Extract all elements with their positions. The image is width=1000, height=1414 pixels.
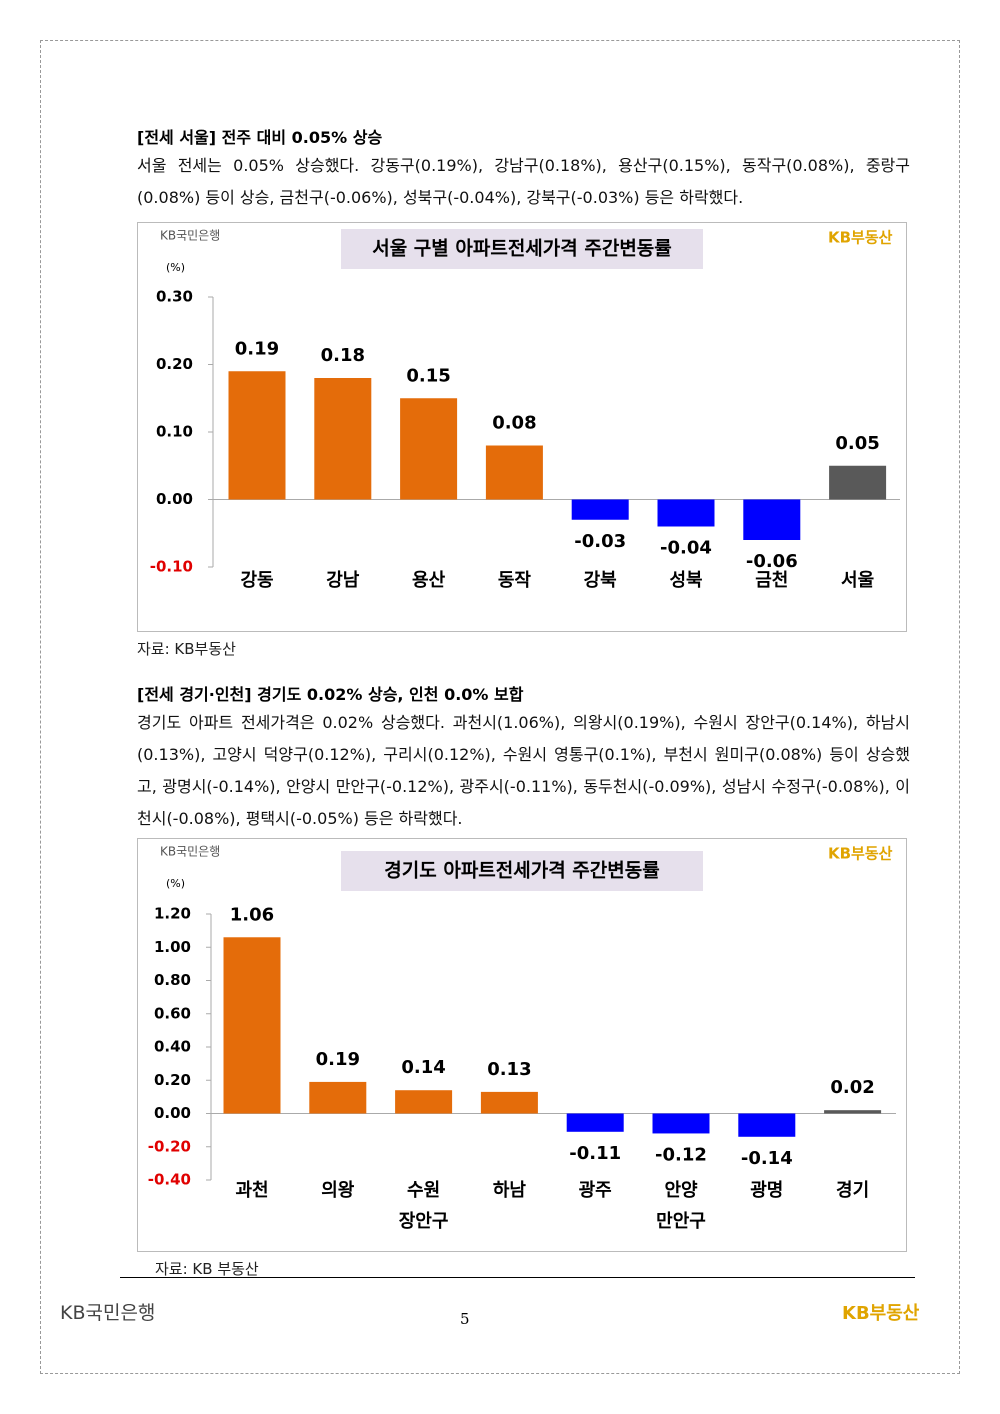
- y-tick-label: 0.00: [156, 490, 193, 508]
- y-tick-label: 1.00: [154, 938, 191, 956]
- bar: [223, 937, 281, 1114]
- y-tick-label: 0.30: [156, 288, 193, 306]
- bar: [566, 1113, 624, 1132]
- footer-brand: KB국민은행: [60, 1302, 156, 1324]
- y-unit: (%): [166, 877, 185, 890]
- x-tick-label: 강남: [326, 570, 360, 591]
- y-tick-label: 0.80: [154, 971, 191, 989]
- x-tick-label: 안양 만안구: [656, 1180, 706, 1232]
- y-tick-label: -0.10: [150, 558, 193, 576]
- value-label: 1.06: [230, 904, 274, 925]
- bar: [309, 1081, 367, 1114]
- brand: KB부동산: [828, 845, 893, 863]
- page-number: 5: [460, 1310, 470, 1328]
- x-tick-label: 성북: [669, 570, 703, 591]
- y-tick-label: 0.20: [154, 1071, 191, 1089]
- value-label: 0.15: [406, 365, 450, 386]
- x-tick-label: 서울: [841, 570, 875, 591]
- bar: [824, 1110, 882, 1114]
- bar: [571, 499, 629, 520]
- y-tick-label: 0.00: [154, 1104, 191, 1122]
- y-tick-label: -0.20: [148, 1137, 191, 1155]
- paragraph: 경기도 아파트 전세가격은 0.02% 상승했다. 과천시(1.06%), 의왕…: [137, 713, 910, 828]
- y-tick-label: 0.40: [154, 1038, 191, 1056]
- x-tick-label: 강북: [583, 570, 617, 591]
- footer-brand: KB부동산: [842, 1303, 920, 1324]
- x-tick-label: 수원 장안구: [398, 1180, 449, 1232]
- value-label: 0.05: [835, 433, 879, 454]
- value-label: 0.08: [492, 413, 536, 434]
- y-unit: (%): [166, 261, 185, 274]
- x-tick-label: 금천: [755, 570, 789, 591]
- x-tick-label: 경기: [836, 1180, 870, 1201]
- value-label: 0.14: [401, 1057, 445, 1078]
- bar: [480, 1091, 538, 1114]
- value-label: -0.04: [660, 538, 712, 559]
- value-label: 0.18: [321, 345, 365, 366]
- x-tick-label: 하남: [492, 1180, 526, 1201]
- source: 자료: KB 부동산: [155, 1260, 259, 1278]
- value-label: -0.06: [746, 551, 798, 572]
- value-label: -0.03: [574, 531, 626, 552]
- bar: [657, 499, 715, 527]
- rule: [120, 1277, 915, 1278]
- x-tick-label: 광명: [750, 1180, 784, 1201]
- y-tick-label: 1.20: [154, 905, 191, 923]
- y-tick-label: -0.40: [148, 1171, 191, 1189]
- bar: [738, 1113, 796, 1137]
- x-tick-label: 과천: [235, 1180, 269, 1201]
- y-tick-label: 0.10: [156, 423, 193, 441]
- bar: [314, 378, 372, 500]
- title-box: [341, 851, 703, 891]
- value-label: -0.14: [741, 1148, 793, 1169]
- brand: KB국민은행: [160, 228, 220, 243]
- chart: 경기도 아파트전세가격 주간변동률 KB국민은행 KB부동산 (%) 1.20 1.00 0…: [137, 838, 907, 1252]
- chart: 서울 구별 아파트전세가격 주간변동률 KB국민은행 KB부동산 (%) 0.30 0.2…: [137, 222, 907, 632]
- x-tick-label: 의왕: [321, 1180, 355, 1201]
- bar: [395, 1090, 453, 1114]
- chart-title: 경기도 아파트전세가격 주간변동률: [384, 860, 659, 882]
- bar: [228, 371, 286, 500]
- chart-svg: 경기도 아파트전세가격 주간변동률 KB국민은행 KB부동산 (%) 1.20 1.00 0…: [148, 844, 896, 1189]
- heading: [전세 경기·인천] 경기도 0.02% 상승, 인천 0.0% 보합: [137, 685, 524, 704]
- chart-title: 서울 구별 아파트전세가격 주간변동률: [372, 238, 672, 260]
- heading: [전세 서울] 전주 대비 0.05% 상승: [137, 128, 383, 147]
- brand: KB부동산: [828, 229, 893, 247]
- bar: [743, 499, 801, 540]
- source: 자료: KB부동산: [137, 640, 236, 658]
- bar: [829, 465, 887, 500]
- x-tick-label: 동작: [497, 570, 531, 591]
- value-label: 0.19: [316, 1049, 360, 1070]
- y-tick-label: 0.60: [154, 1004, 191, 1022]
- page-border: [40, 40, 960, 1374]
- value-label: -0.11: [569, 1143, 621, 1164]
- bar: [652, 1113, 710, 1134]
- title-box: [341, 229, 703, 269]
- value-label: 0.02: [830, 1077, 874, 1098]
- chart-svg: 서울 구별 아파트전세가격 주간변동률 KB국민은행 KB부동산 (%) 0.30 0.2…: [150, 228, 900, 576]
- value-label: 0.13: [487, 1059, 531, 1080]
- value-label: -0.12: [655, 1144, 707, 1165]
- brand: KB국민은행: [160, 844, 220, 859]
- x-tick-label: 강동: [240, 570, 274, 591]
- bar: [485, 445, 543, 500]
- x-tick-label: 광주: [578, 1180, 612, 1201]
- x-tick-label: 용산: [412, 570, 446, 591]
- paragraph: 서울 전세는 0.05% 상승했다. 강동구(0.19%), 강남구(0.18%…: [137, 156, 910, 207]
- bar: [400, 398, 458, 500]
- y-tick-label: 0.20: [156, 355, 193, 373]
- value-label: 0.19: [235, 338, 279, 359]
